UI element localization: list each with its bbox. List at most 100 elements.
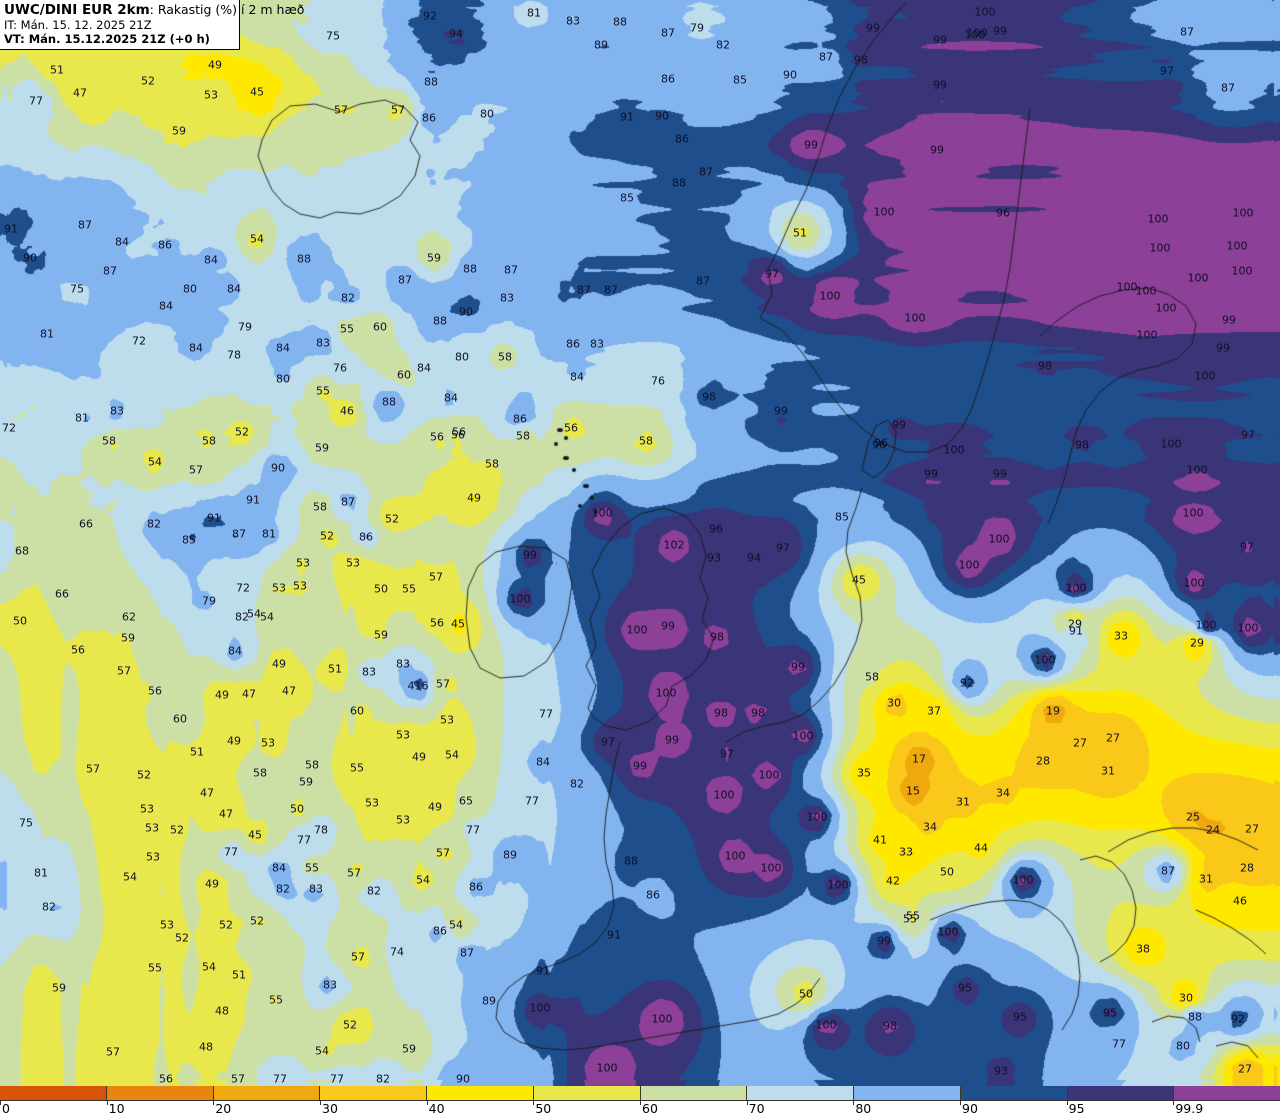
humidity-value-label: 84 (115, 235, 129, 249)
humidity-value-label: 99 (933, 33, 947, 47)
humidity-value-label: 55 (269, 993, 283, 1007)
humidity-value-label: 30 (887, 696, 901, 710)
humidity-value-label: 55 (906, 909, 920, 923)
humidity-value-label: 84 (228, 644, 242, 658)
humidity-value-label: 47 (242, 687, 256, 701)
colorbar-tick-mark (853, 1101, 855, 1105)
humidity-value-label: 100 (958, 558, 980, 572)
humidity-value-label: 99 (877, 934, 891, 948)
humidity-value-label: 75 (70, 282, 84, 296)
humidity-value-label: 50 (940, 865, 954, 879)
humidity-value-label: 57 (351, 950, 365, 964)
humidity-value-label: 34 (996, 786, 1010, 800)
humidity-value-label: 98 (1075, 438, 1089, 452)
humidity-value-label: 99 (633, 759, 647, 773)
humidity-value-label: 87 (604, 283, 618, 297)
humidity-value-label: 95 (1103, 1006, 1117, 1020)
humidity-value-label: 100 (591, 506, 613, 520)
humidity-value-label: 52 (219, 918, 233, 932)
humidity-value-label: 87 (103, 264, 117, 278)
humidity-value-label: 51 (793, 226, 807, 240)
humidity-value-label: 100 (713, 788, 735, 802)
colorbar-swatch (533, 1086, 641, 1100)
humidity-value-label: 53 (365, 796, 379, 810)
humidity-value-label: 98 (714, 706, 728, 720)
colorbar-swatches[interactable] (0, 1086, 1280, 1101)
humidity-value-label: 60 (397, 368, 411, 382)
colorbar-legend[interactable]: 0 10 20 30 40 50 60 70 80 90 95 99.9 (0, 1086, 1280, 1115)
humidity-value-label: 83 (362, 665, 376, 679)
humidity-value-label: 97 (1240, 540, 1254, 554)
humidity-value-label: 50 (799, 987, 813, 1001)
humidity-value-label: 86 (433, 924, 447, 938)
init-time: IT: Mán. 15. 12. 2025 21Z (4, 18, 152, 32)
humidity-value-label: 100 (1186, 463, 1208, 477)
humidity-value-label: 88 (297, 252, 311, 266)
humidity-value-label: 77 (525, 794, 539, 808)
colorbar-tick-mark (1066, 1101, 1068, 1105)
humidity-value-label: 28 (1036, 754, 1050, 768)
colorbar-swatch (213, 1086, 321, 1100)
humidity-value-label: 100 (1231, 264, 1253, 278)
humidity-value-label: 83 (323, 978, 337, 992)
humidity-field-canvas[interactable] (0, 0, 1280, 1086)
humidity-value-label: 82 (42, 900, 56, 914)
humidity-value-label: 89 (482, 994, 496, 1008)
humidity-value-label: 100 (724, 849, 746, 863)
humidity-value-label: 29 (1068, 617, 1082, 631)
humidity-value-label: 58 (102, 434, 116, 448)
humidity-value-label: 86 (469, 880, 483, 894)
humidity-value-label: 92 (1231, 1012, 1245, 1026)
colorbar-tick-label: 10 (108, 1101, 125, 1116)
humidity-value-label: 96 (872, 438, 886, 452)
humidity-value-label: 25 (1186, 810, 1200, 824)
humidity-value-label: 87 (78, 218, 92, 232)
humidity-value-label: 56 (71, 643, 85, 657)
humidity-value-label: 58 (516, 429, 530, 443)
humidity-value-label: 99 (993, 24, 1007, 38)
colorbar-swatch (854, 1086, 961, 1100)
humidity-value-label: 100 (792, 729, 814, 743)
humidity-value-label: 100 (1065, 581, 1087, 595)
humidity-value-label: 54 (315, 1044, 329, 1058)
humidity-value-label: 57 (436, 677, 450, 691)
humidity-value-label: 100 (966, 26, 988, 40)
humidity-value-label: 74 (390, 945, 404, 959)
humidity-value-label: 99 (665, 733, 679, 747)
humidity-value-label: 89 (503, 848, 517, 862)
humidity-value-label: 97 (601, 735, 615, 749)
humidity-value-label: 72 (132, 334, 146, 348)
humidity-value-label: 45 (248, 828, 262, 842)
humidity-value-label: 55 (903, 912, 917, 926)
humidity-value-label: 53 (440, 713, 454, 727)
humidity-value-label: 46 (1233, 894, 1247, 908)
relative-humidity-map[interactable]: 51 51 77 47 52 49 59 53 45 75 57 57 86 80 88 94 92 81 83 89… (0, 0, 1280, 1086)
humidity-value-label: 100 (1194, 369, 1216, 383)
humidity-value-label: 53 (160, 918, 174, 932)
humidity-value-label: 99 (993, 467, 1007, 481)
humidity-value-label: 102 (663, 538, 685, 552)
humidity-value-label: 100 (529, 1001, 551, 1015)
humidity-value-label: 57 (117, 664, 131, 678)
humidity-value-label: 51 (232, 968, 246, 982)
humidity-value-label: 56 (452, 425, 466, 439)
humidity-value-label: 82 (235, 610, 249, 624)
humidity-value-label: 99 (933, 78, 947, 92)
humidity-value-label: 60 (373, 320, 387, 334)
colorbar-tick-label: 80 (855, 1101, 872, 1116)
humidity-value-label: 88 (463, 262, 477, 276)
humidity-value-label: 99 (924, 467, 938, 481)
humidity-value-label: 53 (204, 88, 218, 102)
humidity-value-label: 87 (1221, 81, 1235, 95)
humidity-value-label: 77 (330, 1072, 344, 1086)
humidity-value-label: 53 (296, 556, 310, 570)
humidity-value-label: 99 (523, 548, 537, 562)
humidity-value-label: 91 (620, 110, 634, 124)
humidity-value-label: 85 (620, 191, 634, 205)
humidity-value-label: 86 (513, 412, 527, 426)
humidity-value-label: 83 (110, 404, 124, 418)
humidity-value-label: 51 (50, 63, 64, 77)
humidity-value-label: 88 (1188, 1010, 1202, 1024)
humidity-value-label: 79 (202, 594, 216, 608)
